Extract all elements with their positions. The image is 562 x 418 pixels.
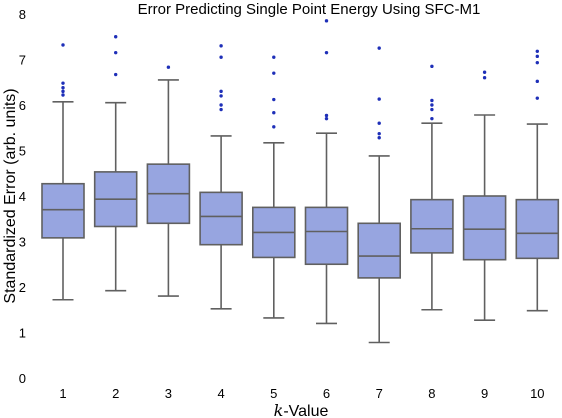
outlier-point [430,107,434,112]
outlier-point [61,93,65,97]
box-9 [462,70,507,322]
y-tick-label: 3 [19,235,26,250]
chart-title: Error Predicting Single Point Energy Usi… [138,1,481,18]
outlier-point [61,86,65,90]
outlier-point [61,89,65,94]
outlier-point [219,44,223,48]
outlier-point [61,81,65,85]
outlier-point [219,107,223,112]
outlier-point [377,131,381,136]
box-4 [199,44,243,310]
box-10 [515,49,560,312]
outlier-point [535,96,539,100]
box-8 [410,64,454,311]
outlier-point [535,60,539,65]
outlier-point [114,72,118,77]
x-tick-label: 9 [481,386,488,401]
outlier-point [430,103,434,107]
x-axis-title: k-Value [274,401,329,418]
outlier-point [324,113,329,118]
outlier-point [114,50,118,55]
x-tick-label: 4 [217,386,224,401]
box-iqr [304,206,349,266]
y-tick-label: 7 [19,53,26,68]
box-iqr [357,222,402,279]
outlier-point [430,116,434,121]
x-tick-label: 5 [270,386,277,401]
box-1 [41,43,85,301]
y-tick-label: 0 [19,371,26,386]
outlier-point [324,50,329,55]
y-axis-title: Standardized Error (arb. units) [2,88,19,303]
x-axis-title-italic: k [274,401,284,418]
x-tick-label: 6 [323,386,330,401]
outlier-point [219,94,223,98]
outlier-point [324,19,329,23]
box-iqr [462,195,507,261]
x-tick-label: 2 [112,386,119,401]
outlier-point [377,46,381,50]
outlier-point [61,43,65,47]
y-tick-label: 6 [19,98,26,113]
y-tick-label: 8 [19,7,26,22]
box-iqr [199,191,243,246]
x-tick-labels: 1 2 3 4 5 6 7 8 9 10 [59,386,544,401]
outlier-point [430,98,434,103]
box-3 [146,65,191,297]
x-tick-label: 7 [376,386,383,401]
x-tick-label: 10 [530,386,544,401]
outlier-point [535,79,539,84]
outlier-point [272,125,276,129]
y-tick-label: 2 [19,280,26,295]
box-2 [93,35,138,292]
box-iqr [410,198,454,254]
outlier-point [482,76,487,80]
outlier-point [324,116,329,121]
outlier-point [272,97,276,102]
x-tick-label: 3 [165,386,172,401]
outlier-point [272,55,276,59]
outlier-point [535,49,539,54]
y-tick-labels: 0 1 2 3 4 5 6 7 8 [19,7,26,386]
outlier-point [166,65,171,69]
y-tick-label: 5 [19,144,26,159]
outlier-point [377,97,381,101]
box-iqr [515,198,560,260]
outlier-point [219,55,223,59]
box-series [41,19,560,344]
box-iqr [41,182,85,239]
outlier-point [272,71,276,75]
outlier-point [219,89,223,94]
y-tick-label: 4 [19,189,26,204]
box-6 [304,19,349,325]
x-axis-title-rest: -Value [283,403,328,418]
x-tick-label: 1 [59,386,66,401]
outlier-point [272,111,276,115]
box-7 [357,46,402,344]
outlier-point [377,121,381,125]
x-tick-label: 8 [428,386,435,401]
box-5 [252,55,296,319]
y-tick-label: 1 [19,326,26,341]
outlier-point [114,35,118,39]
outlier-point [535,54,539,59]
outlier-point [430,64,434,69]
outlier-point [219,103,223,107]
outlier-point [482,70,487,74]
outlier-point [377,136,381,140]
